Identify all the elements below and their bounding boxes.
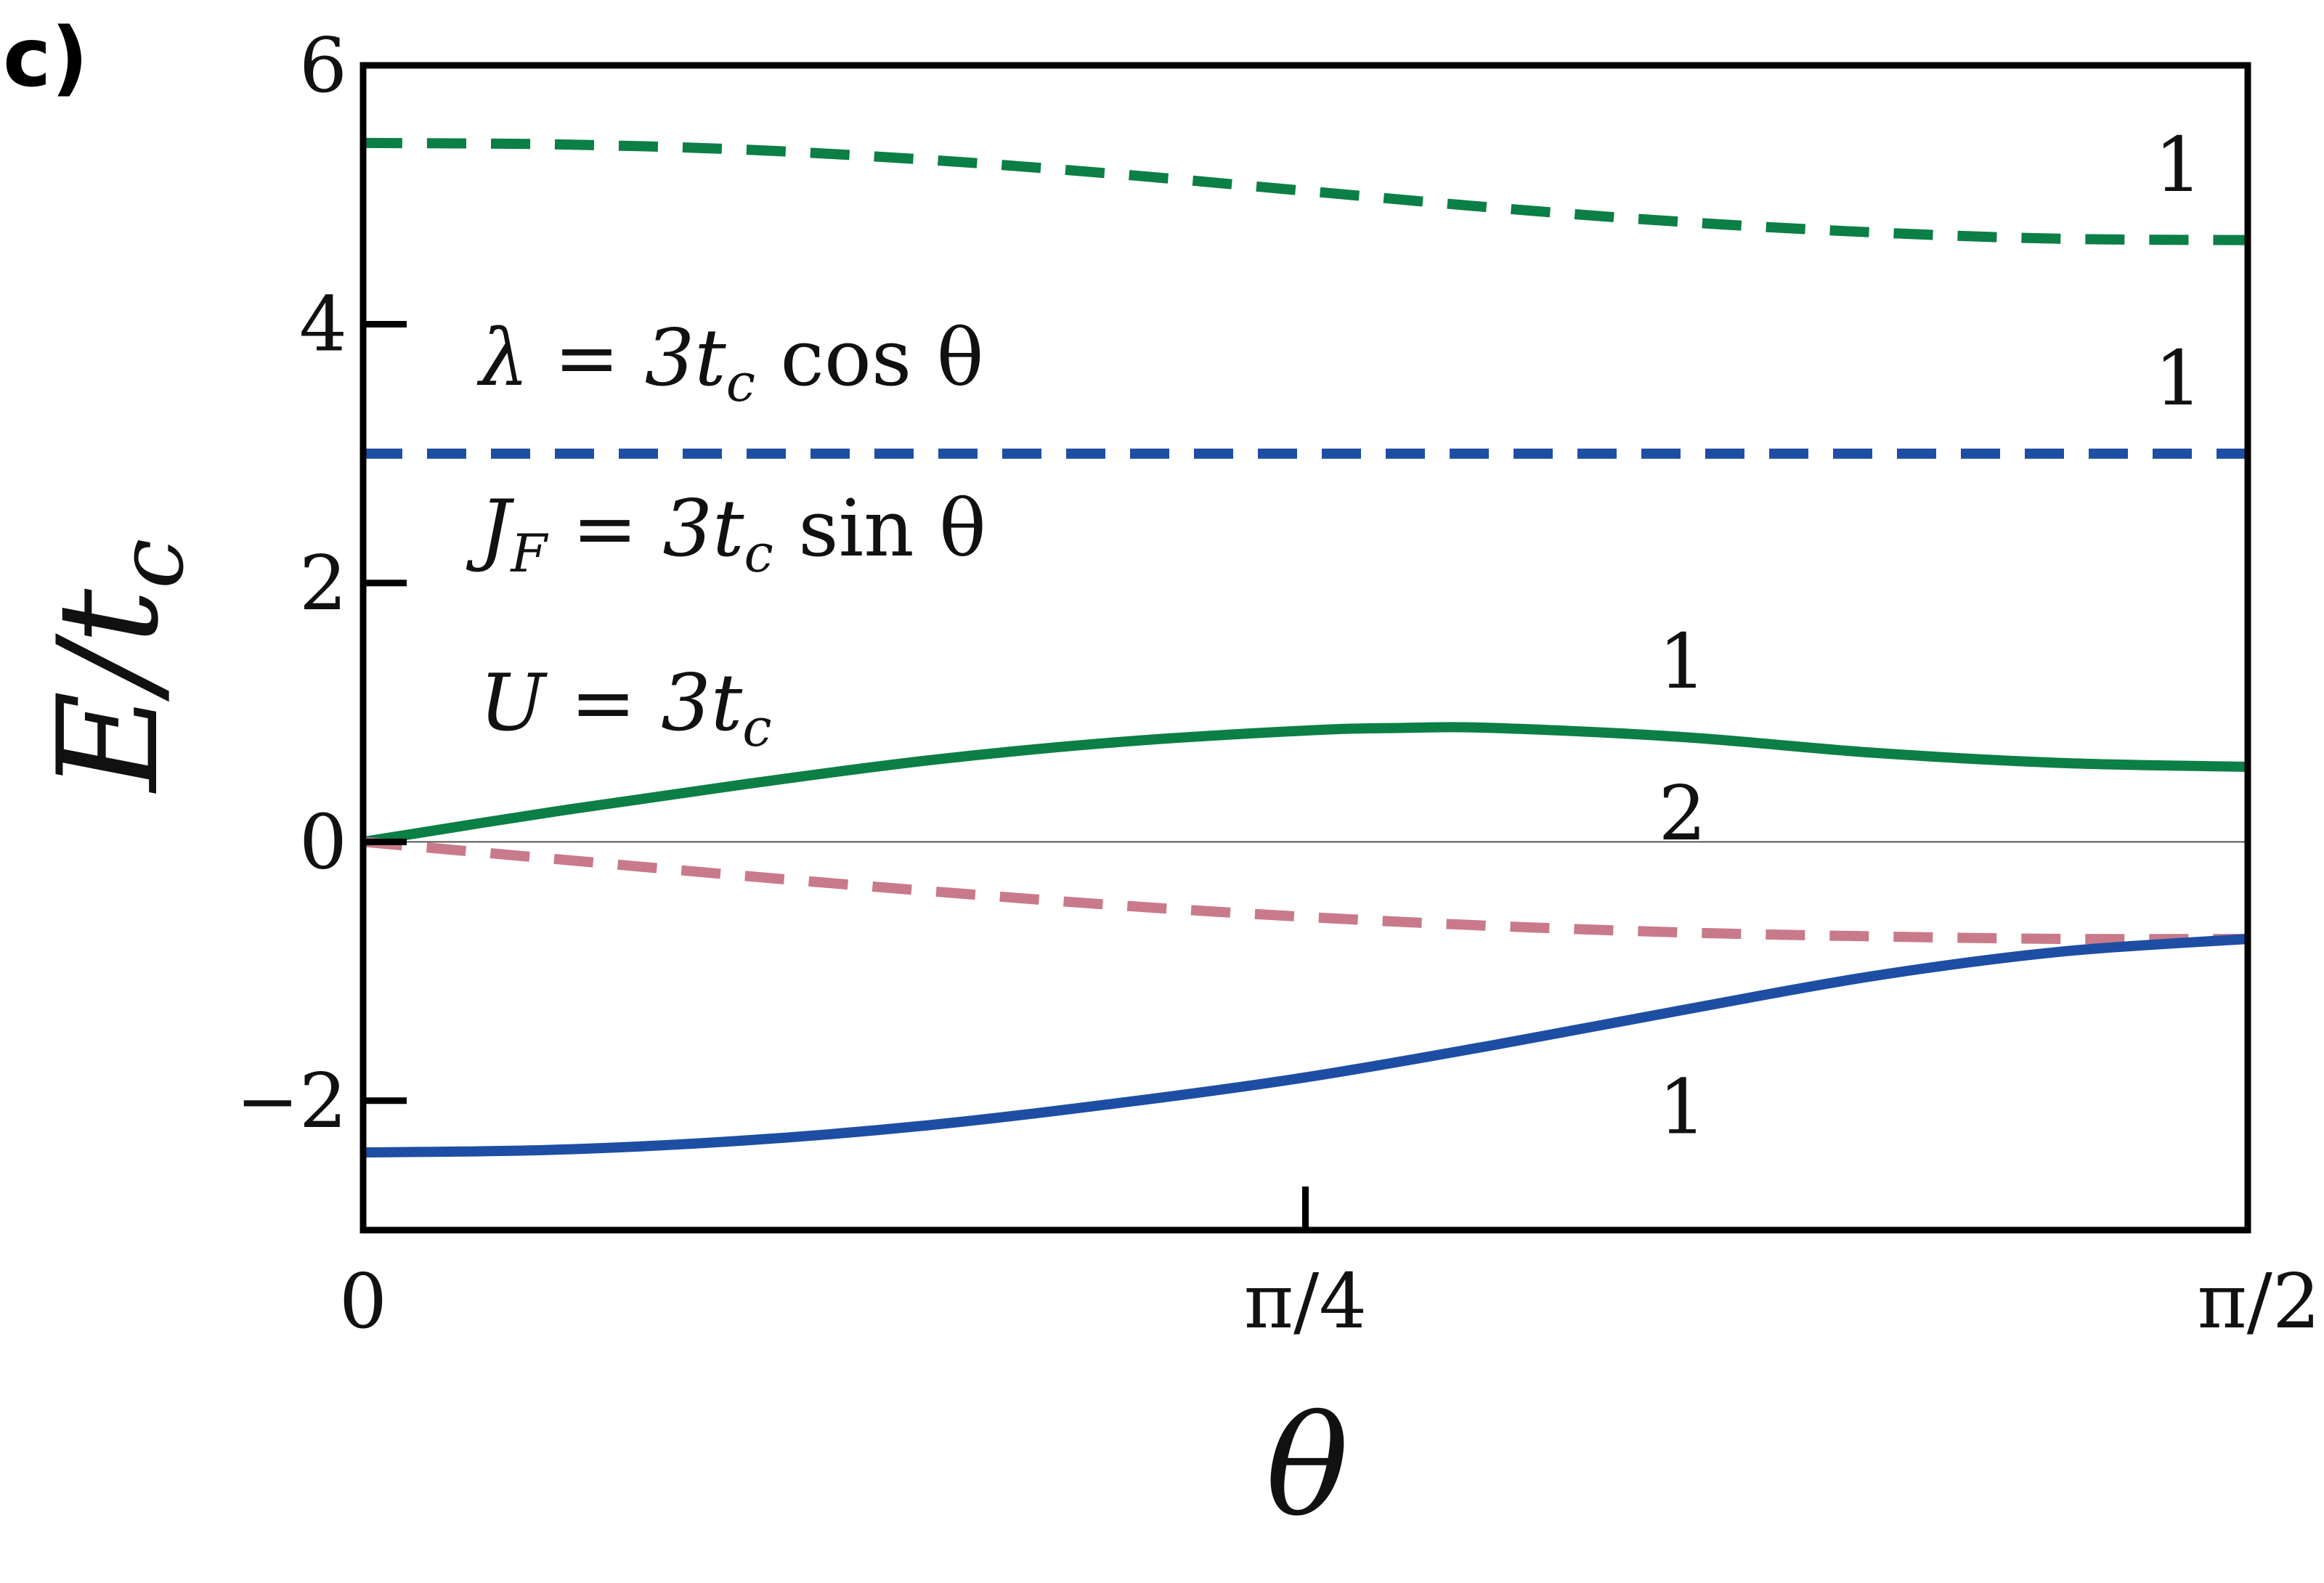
y-axis-label: E/tc [28,538,204,794]
y-axis-label-sub: c [99,538,204,588]
y-axis-label-main: E/t [28,588,189,794]
series-line-3 [362,722,2248,847]
degeneracy-label-1: 1 [2154,121,2202,209]
annotation-lambda-main: λ = 3t [476,313,726,404]
series-line-1 [362,137,2248,245]
degeneracy-label-3: 1 [1658,617,1706,706]
panel-label: c) [3,11,89,105]
annotation-jf: JF = 3tc sin θ [466,484,986,584]
annotation-jf-headsub: F [509,523,549,584]
annotation-lambda-sub: c [726,352,755,413]
degeneracy-label-2: 1 [2154,334,2202,423]
annotation-jf-sub: c [744,523,773,584]
annotation-lambda-tail: cos θ [755,313,984,404]
y-tick-label-1: −2 [236,1057,347,1145]
series-line-5 [362,934,2248,1158]
plot-frame [359,62,2251,1234]
annotation-u: U = 3tc [479,658,772,758]
y-tick-label-4: 4 [299,280,347,368]
series-layer: 1 1 1 2 1 [362,121,2248,1158]
x-tick-label-1: 0 [339,1257,387,1346]
annotation-u-main: U = 3t [479,658,743,749]
annotation-jf-head: J [466,484,515,574]
annotation-jf-main: = 3t [547,484,744,574]
annotation-jf-tail: sin θ [773,484,986,574]
x-axis-label: θ [1266,1386,1349,1547]
degeneracy-label-4: 2 [1658,769,1706,858]
series-line-4 [362,837,2248,945]
y-tick-label-3: 2 [299,539,347,627]
annotation-lambda: λ = 3tc cos θ [476,313,984,413]
degeneracy-label-5: 1 [1658,1062,1706,1151]
y-tick-label-5: 6 [299,21,347,110]
x-tick-label-2: π/4 [1244,1257,1368,1346]
y-tick-label-2: 0 [299,797,347,886]
x-tick-label-3: π/2 [2197,1257,2320,1346]
tick-layer: −2 0 2 4 6 0 π/4 π/2 [236,21,2320,1346]
annotation-u-sub: c [742,697,771,758]
